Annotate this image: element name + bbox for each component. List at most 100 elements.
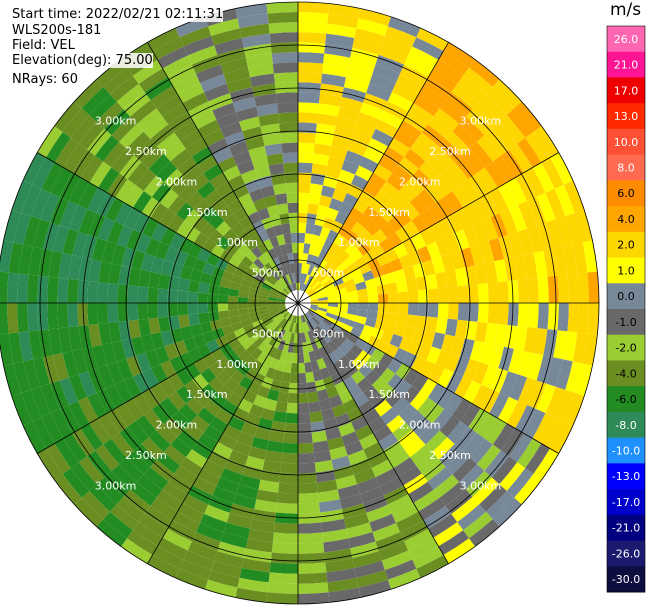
velocity-cell xyxy=(257,175,273,189)
velocity-cell xyxy=(13,361,31,393)
velocity-cell xyxy=(258,294,269,300)
velocity-cell xyxy=(187,485,213,505)
velocity-cell xyxy=(313,450,332,463)
velocity-cell xyxy=(323,538,351,553)
velocity-cell xyxy=(107,221,124,245)
velocity-cell xyxy=(477,303,489,323)
velocity-cell xyxy=(223,67,251,84)
velocity-cell xyxy=(377,303,389,313)
velocity-cell xyxy=(267,346,278,358)
velocity-cell xyxy=(457,504,486,531)
velocity-cell xyxy=(298,62,324,74)
velocity-cell xyxy=(506,400,528,429)
velocity-cell xyxy=(388,137,411,157)
velocity-cell xyxy=(176,202,194,221)
velocity-cell xyxy=(314,379,326,392)
velocity-cell xyxy=(278,482,298,494)
velocity-cell xyxy=(504,257,518,281)
velocity-cell xyxy=(212,486,236,504)
velocity-cell xyxy=(328,351,340,364)
velocity-cell xyxy=(386,173,406,192)
velocity-cell xyxy=(419,208,438,228)
velocity-cell xyxy=(469,438,493,465)
velocity-cell xyxy=(183,422,204,441)
velocity-cell xyxy=(78,209,97,235)
velocity-cell xyxy=(441,253,456,272)
velocity-cell xyxy=(301,332,307,343)
velocity-cell xyxy=(422,330,436,347)
velocity-cell xyxy=(358,400,375,416)
velocity-cell xyxy=(121,538,153,564)
velocity-cell xyxy=(254,93,278,107)
velocity-cell xyxy=(68,255,83,280)
velocity-cell xyxy=(269,236,280,249)
velocity-cell xyxy=(298,512,322,524)
velocity-cell xyxy=(190,323,203,338)
velocity-cell xyxy=(239,116,261,132)
colorbar-swatch xyxy=(607,334,645,361)
velocity-cell xyxy=(27,303,39,332)
velocity-cell xyxy=(332,403,347,418)
velocity-cell xyxy=(311,280,321,290)
velocity-cell xyxy=(47,303,59,330)
velocity-cell xyxy=(331,455,351,470)
velocity-cell xyxy=(444,352,461,373)
velocity-cell xyxy=(21,184,42,217)
velocity-cell xyxy=(563,392,585,426)
velocity-cell xyxy=(163,140,186,162)
velocity-cell xyxy=(387,292,399,303)
velocity-cell xyxy=(525,131,550,163)
velocity-cell xyxy=(171,410,191,430)
velocity-cell xyxy=(215,181,233,198)
velocity-cell xyxy=(229,503,255,519)
velocity-cell xyxy=(313,245,323,258)
velocity-cell xyxy=(325,312,337,320)
colorbar-swatch xyxy=(607,309,645,336)
velocity-cell xyxy=(174,465,198,486)
velocity-cell xyxy=(387,568,421,590)
colorbar-tick-label: 21.0 xyxy=(614,59,639,72)
velocity-cell xyxy=(474,263,488,285)
velocity-cell xyxy=(178,403,198,423)
velocity-cell xyxy=(273,72,298,84)
ring-label: 1.50km xyxy=(186,206,228,219)
velocity-cell xyxy=(354,255,368,268)
velocity-cell xyxy=(298,422,312,434)
velocity-cell xyxy=(289,222,298,234)
velocity-cell xyxy=(220,57,248,74)
velocity-cell xyxy=(117,303,129,322)
velocity-cell xyxy=(142,368,159,389)
velocity-cell xyxy=(393,347,408,364)
velocity-cell xyxy=(173,340,189,357)
velocity-cell xyxy=(374,275,387,287)
velocity-cell xyxy=(545,386,566,418)
ring-label: 3.00km xyxy=(95,115,137,128)
velocity-cell xyxy=(268,572,298,584)
velocity-cell xyxy=(261,217,274,230)
velocity-cell xyxy=(209,319,222,331)
velocity-cell xyxy=(110,504,139,531)
velocity-cell xyxy=(169,356,186,374)
velocity-cell xyxy=(321,518,346,533)
velocity-cell xyxy=(323,175,339,189)
velocity-cell xyxy=(380,222,396,239)
velocity-cell xyxy=(254,323,266,333)
velocity-cell xyxy=(380,262,394,276)
velocity-cell xyxy=(329,394,343,408)
velocity-cell xyxy=(144,505,173,529)
velocity-cell xyxy=(48,328,63,356)
velocity-cell xyxy=(212,442,233,459)
velocity-cell xyxy=(452,457,477,482)
velocity-cell xyxy=(376,311,388,322)
velocity-cell xyxy=(377,293,389,303)
colorbar-swatch xyxy=(607,77,645,104)
velocity-cell xyxy=(157,46,188,69)
velocity-cell xyxy=(378,432,399,451)
colorbar-swatch xyxy=(607,514,645,542)
colorbar-tick-label: 26.0 xyxy=(614,33,639,46)
velocity-cell xyxy=(391,83,419,104)
velocity-cell xyxy=(187,45,218,65)
velocity-cell xyxy=(380,407,399,425)
velocity-cell xyxy=(168,391,187,411)
velocity-cell xyxy=(293,262,298,274)
